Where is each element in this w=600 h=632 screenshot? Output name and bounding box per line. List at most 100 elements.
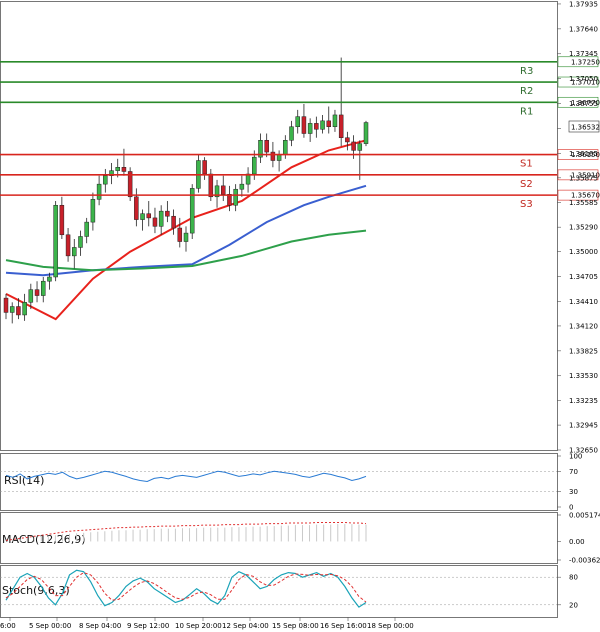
level-name-r3: R3 xyxy=(520,66,533,77)
stoch-main-line xyxy=(5,569,367,608)
moving-average-line xyxy=(5,229,367,272)
candle-body xyxy=(214,185,220,198)
time-tick-label: 6:00 xyxy=(0,622,16,630)
candle-body xyxy=(189,188,195,234)
level-price-box xyxy=(557,96,599,108)
candle-body xyxy=(158,210,164,227)
candlesticks xyxy=(3,57,369,324)
rsi-tick-label: 0 xyxy=(569,504,573,512)
candle-body xyxy=(208,173,214,198)
candle-body xyxy=(34,289,40,296)
level-price-box xyxy=(557,169,599,181)
rsi-tick-label: 30 xyxy=(569,488,578,496)
price-tick-label: 1.35290 xyxy=(569,224,598,232)
candle-body xyxy=(165,210,170,217)
rsi-line xyxy=(5,470,367,483)
level-price-r2: 1.37010 xyxy=(571,79,600,87)
level-price-s2: 1.35910 xyxy=(571,171,600,179)
panel-frames xyxy=(0,1,558,618)
price-tick-label: 1.33530 xyxy=(569,372,598,380)
price-tick-label: 1.34120 xyxy=(569,322,598,330)
candle-body xyxy=(146,213,152,219)
price-axis: 1.379351.376401.373451.370501.367551.364… xyxy=(557,0,598,455)
candle-body xyxy=(72,247,77,257)
level-name-r1: R1 xyxy=(520,106,533,117)
panel-frame xyxy=(0,1,558,451)
candle-body xyxy=(121,167,127,172)
level-name-s1: S1 xyxy=(520,159,533,170)
price-tick-label: 1.37640 xyxy=(569,25,598,33)
candle-body xyxy=(276,154,282,161)
level-price-r1: 1.36770 xyxy=(571,99,600,107)
time-tick-label: 16 Sep 16:00 xyxy=(320,622,367,630)
time-tick-label: 15 Sep 08:00 xyxy=(272,622,319,630)
candle-body xyxy=(96,183,102,200)
candle-body xyxy=(103,175,108,185)
level-price-s3: 1.35670 xyxy=(571,192,600,200)
candle-body xyxy=(202,160,207,175)
price-tick-label: 1.32650 xyxy=(569,447,598,455)
candle-body xyxy=(264,140,269,153)
candle-body xyxy=(109,170,114,176)
stoch-tick-label: 80 xyxy=(569,574,578,582)
rsi-tick-label: 100 xyxy=(569,453,582,461)
stoch-signal-line xyxy=(5,572,367,603)
candle-body xyxy=(289,126,294,141)
candle-body xyxy=(47,276,52,282)
candle-body xyxy=(307,123,313,134)
macd-tick-label: 0.005174 xyxy=(569,512,600,520)
candle-body xyxy=(363,122,369,144)
price-tick-label: 1.37345 xyxy=(569,50,598,58)
level-price-box xyxy=(557,76,599,88)
candle-body xyxy=(28,289,34,303)
candle-body xyxy=(22,302,27,316)
candle-body xyxy=(90,199,96,223)
time-tick-label: 9 Sep 12:00 xyxy=(127,622,169,630)
candle-body xyxy=(59,204,65,236)
candle-body xyxy=(320,120,325,130)
candle-body xyxy=(177,227,183,242)
pivot-levels: R3 1.37250 R2 1.37010 R1 1.36770 S1 1.36150 S2 1.… xyxy=(0,56,600,210)
candle-body xyxy=(357,143,363,151)
candle-body xyxy=(171,215,176,229)
price-tick-label: 1.34705 xyxy=(569,273,598,281)
price-tick-label: 1.34410 xyxy=(569,298,598,306)
level-name-s3: S3 xyxy=(520,199,533,210)
price-tick-label: 1.35585 xyxy=(569,199,598,207)
candle-body xyxy=(152,217,158,227)
price-tick-label: 1.37935 xyxy=(569,0,598,8)
panel-frame xyxy=(0,565,558,618)
time-tick-label: 5 Sep 00:00 xyxy=(29,622,71,630)
panel-frame xyxy=(0,453,558,511)
candle-body xyxy=(84,221,89,237)
candle-body xyxy=(270,151,276,161)
candle-body xyxy=(183,232,189,242)
macd-label: MACD(12,26,9) xyxy=(2,533,86,546)
level-name-s2: S2 xyxy=(520,179,533,190)
macd-tick-label: -0.003629 xyxy=(569,557,600,565)
candle-body xyxy=(338,114,344,138)
price-tick-label: 1.36755 xyxy=(569,100,598,108)
candle-body xyxy=(65,234,71,257)
candle-body xyxy=(314,123,319,130)
candle-body xyxy=(53,204,58,278)
time-tick-label: 8 Sep 04:00 xyxy=(79,622,121,630)
candle-body xyxy=(345,137,350,143)
candle-body xyxy=(332,114,338,128)
panel-frame xyxy=(0,512,558,564)
candle-body xyxy=(127,171,133,198)
time-tick-label: 10 Sep 20:00 xyxy=(175,622,222,630)
candle-body xyxy=(233,188,238,206)
candle-body xyxy=(220,185,226,195)
rsi-tick-label: 70 xyxy=(569,468,578,476)
candle-body xyxy=(252,156,257,175)
macd-panel: MACD(12,26,9) 0.005174 0.00 -0.003629 xyxy=(2,512,600,565)
price-tick-label: 1.33235 xyxy=(569,397,598,405)
level-price-r3: 1.37250 xyxy=(571,58,600,66)
candle-body xyxy=(239,183,245,190)
level-price-box xyxy=(557,56,599,68)
candle-body xyxy=(78,236,83,248)
candle-body xyxy=(351,141,356,151)
candle-body xyxy=(3,297,9,313)
